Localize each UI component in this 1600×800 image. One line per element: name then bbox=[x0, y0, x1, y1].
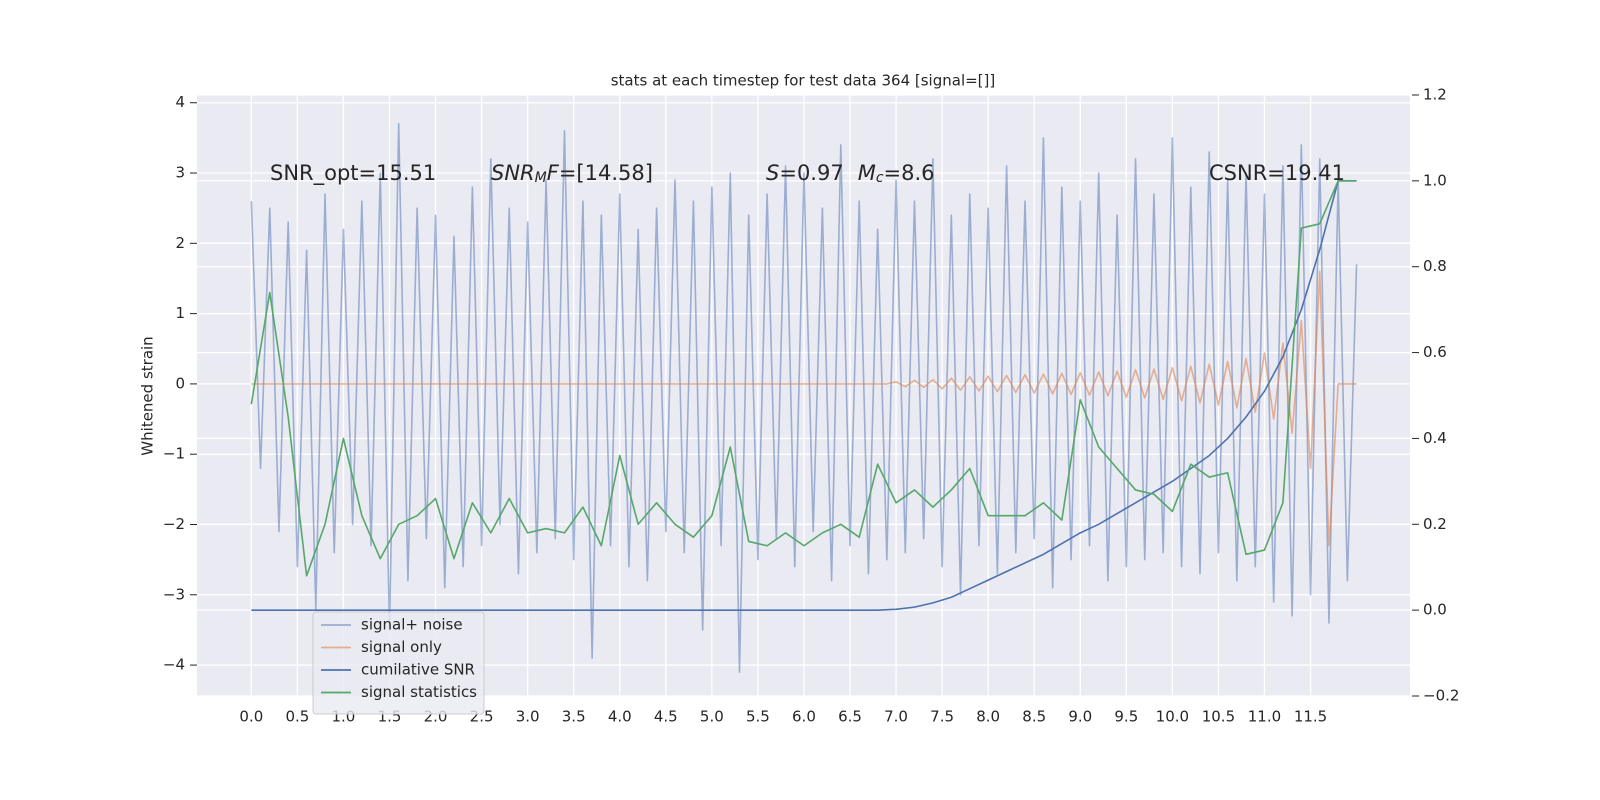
y2-tick-label: 0.2 bbox=[1423, 515, 1447, 533]
x-tick-label: 8.5 bbox=[1022, 708, 1046, 726]
y-tick-label: 0 bbox=[175, 374, 185, 392]
x-tick-label: 4.5 bbox=[654, 708, 678, 726]
x-tick-label: 5.0 bbox=[700, 708, 724, 726]
y2-tick-label: −0.2 bbox=[1423, 687, 1459, 705]
x-tick-label: 6.0 bbox=[792, 708, 816, 726]
annotation-run: F bbox=[547, 161, 560, 185]
x-tick-label: 10.0 bbox=[1156, 708, 1189, 726]
x-tick-label: 11.5 bbox=[1294, 708, 1327, 726]
legend-label: signal only bbox=[361, 638, 442, 656]
y-tick-label: −3 bbox=[163, 585, 185, 603]
annotation: SNRMF=[14.58] bbox=[491, 161, 653, 186]
x-tick-label: 0.0 bbox=[239, 708, 263, 726]
y2-tick-label: 1.0 bbox=[1423, 171, 1447, 189]
annotation: CSNR=19.41 bbox=[1209, 161, 1345, 185]
x-tick-label: 6.5 bbox=[838, 708, 862, 726]
annotation-run: c bbox=[876, 170, 884, 186]
legend-label: signal+ noise bbox=[361, 616, 463, 634]
y-tick-label: 2 bbox=[175, 234, 185, 252]
y-tick-label: 4 bbox=[175, 93, 185, 111]
annotation-run: CSNR=19.41 bbox=[1209, 161, 1345, 185]
x-tick-label: 0.5 bbox=[285, 708, 309, 726]
annotation-run: M bbox=[858, 161, 876, 185]
annotation-run: SNR bbox=[491, 161, 535, 185]
x-tick-label: 7.5 bbox=[930, 708, 954, 726]
annotation-run: =[14.58] bbox=[559, 161, 653, 185]
series-line bbox=[250, 180, 1357, 577]
x-tick-label: 3.5 bbox=[562, 708, 586, 726]
series-line bbox=[251, 270, 1357, 547]
y-axis-label: Whitened strain bbox=[139, 336, 157, 455]
y-tick-label: −2 bbox=[163, 515, 185, 533]
y2-tick-label: 1.2 bbox=[1423, 86, 1447, 104]
y2-tick-label: 0.6 bbox=[1423, 343, 1447, 361]
annotation-run: SNR_opt=15.51 bbox=[270, 161, 436, 186]
series-line bbox=[250, 123, 1358, 673]
x-tick-label: 5.5 bbox=[746, 708, 770, 726]
y-tick-label: 3 bbox=[175, 164, 185, 182]
annotation-run: =0.97 bbox=[779, 161, 843, 185]
y2-tick-label: 0.0 bbox=[1423, 601, 1447, 619]
annotation: S=0.97 Mc=8.6 bbox=[766, 161, 935, 186]
y2-tick-label: 0.8 bbox=[1423, 257, 1447, 275]
annotation-run: S bbox=[766, 161, 779, 185]
x-tick-label: 11.0 bbox=[1248, 708, 1281, 726]
legend-label: cumilative SNR bbox=[361, 661, 475, 679]
y-tick-label: −4 bbox=[163, 656, 185, 674]
x-tick-label: 4.0 bbox=[608, 708, 632, 726]
legend-label: signal statistics bbox=[361, 683, 477, 701]
chart-title: stats at each timestep for test data 364… bbox=[611, 72, 996, 90]
y-tick-label: 1 bbox=[175, 304, 185, 322]
x-tick-label: 9.0 bbox=[1068, 708, 1092, 726]
y-tick-label: −1 bbox=[163, 445, 185, 463]
annotation-run: =8.6 bbox=[884, 161, 935, 185]
x-tick-label: 10.5 bbox=[1202, 708, 1235, 726]
annotation-run: M bbox=[535, 170, 547, 186]
x-tick-label: 7.0 bbox=[884, 708, 908, 726]
x-tick-label: 3.0 bbox=[516, 708, 540, 726]
legend-box bbox=[312, 611, 485, 715]
y2-tick-label: 0.4 bbox=[1423, 429, 1447, 447]
annotation: SNR_opt=15.51 bbox=[270, 161, 436, 186]
series-line bbox=[251, 180, 1357, 611]
x-tick-label: 8.0 bbox=[976, 708, 1000, 726]
x-tick-label: 9.5 bbox=[1114, 708, 1138, 726]
